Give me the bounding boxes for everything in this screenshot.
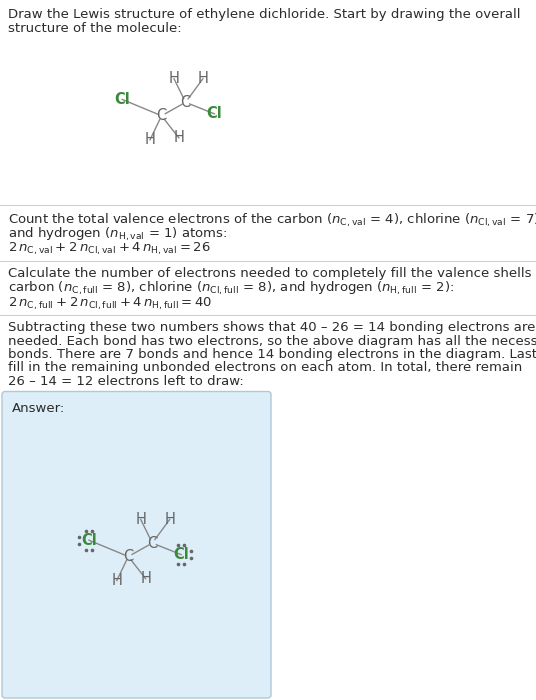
Text: structure of the molecule:: structure of the molecule: [8, 22, 182, 34]
Text: C: C [181, 94, 191, 110]
FancyBboxPatch shape [2, 391, 271, 698]
Text: H: H [164, 512, 175, 527]
Text: H: H [169, 71, 180, 86]
Text: H: H [197, 71, 209, 86]
Text: $2\, n_{\mathrm{C,val}} + 2\, n_{\mathrm{Cl,val}} + 4\, n_{\mathrm{H,val}} = 26$: $2\, n_{\mathrm{C,val}} + 2\, n_{\mathrm… [8, 241, 211, 258]
Text: Subtracting these two numbers shows that 40 – 26 = 14 bonding electrons are: Subtracting these two numbers shows that… [8, 321, 535, 334]
Text: needed. Each bond has two electrons, so the above diagram has all the necessary: needed. Each bond has two electrons, so … [8, 335, 536, 347]
Text: 26 – 14 = 12 electrons left to draw:: 26 – 14 = 12 electrons left to draw: [8, 375, 244, 388]
Text: $2\, n_{\mathrm{C,full}} + 2\, n_{\mathrm{Cl,full}} + 4\, n_{\mathrm{H,full}} = : $2\, n_{\mathrm{C,full}} + 2\, n_{\mathr… [8, 295, 212, 312]
Text: Count the total valence electrons of the carbon (⁠$n_{\mathrm{C,val}}$⁠ = 4), ch: Count the total valence electrons of the… [8, 212, 536, 230]
Text: Answer:: Answer: [12, 402, 65, 416]
Text: C: C [157, 108, 167, 123]
Text: C: C [147, 536, 158, 551]
Text: H: H [111, 573, 122, 588]
Text: fill in the remaining unbonded electrons on each atom. In total, there remain: fill in the remaining unbonded electrons… [8, 361, 522, 374]
Text: Cl: Cl [206, 106, 222, 121]
Text: and hydrogen (⁠$n_{\mathrm{H,val}}$⁠ = 1) atoms:: and hydrogen (⁠$n_{\mathrm{H,val}}$⁠ = 1… [8, 225, 227, 243]
Text: C: C [123, 549, 133, 564]
Text: H: H [174, 130, 184, 146]
Text: bonds. There are 7 bonds and hence 14 bonding electrons in the diagram. Lastly,: bonds. There are 7 bonds and hence 14 bo… [8, 348, 536, 361]
Text: Cl: Cl [173, 547, 189, 562]
Text: Draw the Lewis structure of ethylene dichloride. Start by drawing the overall: Draw the Lewis structure of ethylene dic… [8, 8, 520, 21]
Text: H: H [145, 132, 155, 147]
Text: carbon (⁠$n_{\mathrm{C,full}}$⁠ = 8), chlorine (⁠$n_{\mathrm{Cl,full}}$⁠ = 8), a: carbon (⁠$n_{\mathrm{C,full}}$⁠ = 8), ch… [8, 280, 455, 298]
Text: Cl: Cl [81, 533, 97, 547]
Text: Calculate the number of electrons needed to completely fill the valence shells f: Calculate the number of electrons needed… [8, 267, 536, 279]
Text: H: H [136, 512, 146, 527]
Text: H: H [140, 571, 151, 586]
Text: Cl: Cl [114, 92, 130, 107]
